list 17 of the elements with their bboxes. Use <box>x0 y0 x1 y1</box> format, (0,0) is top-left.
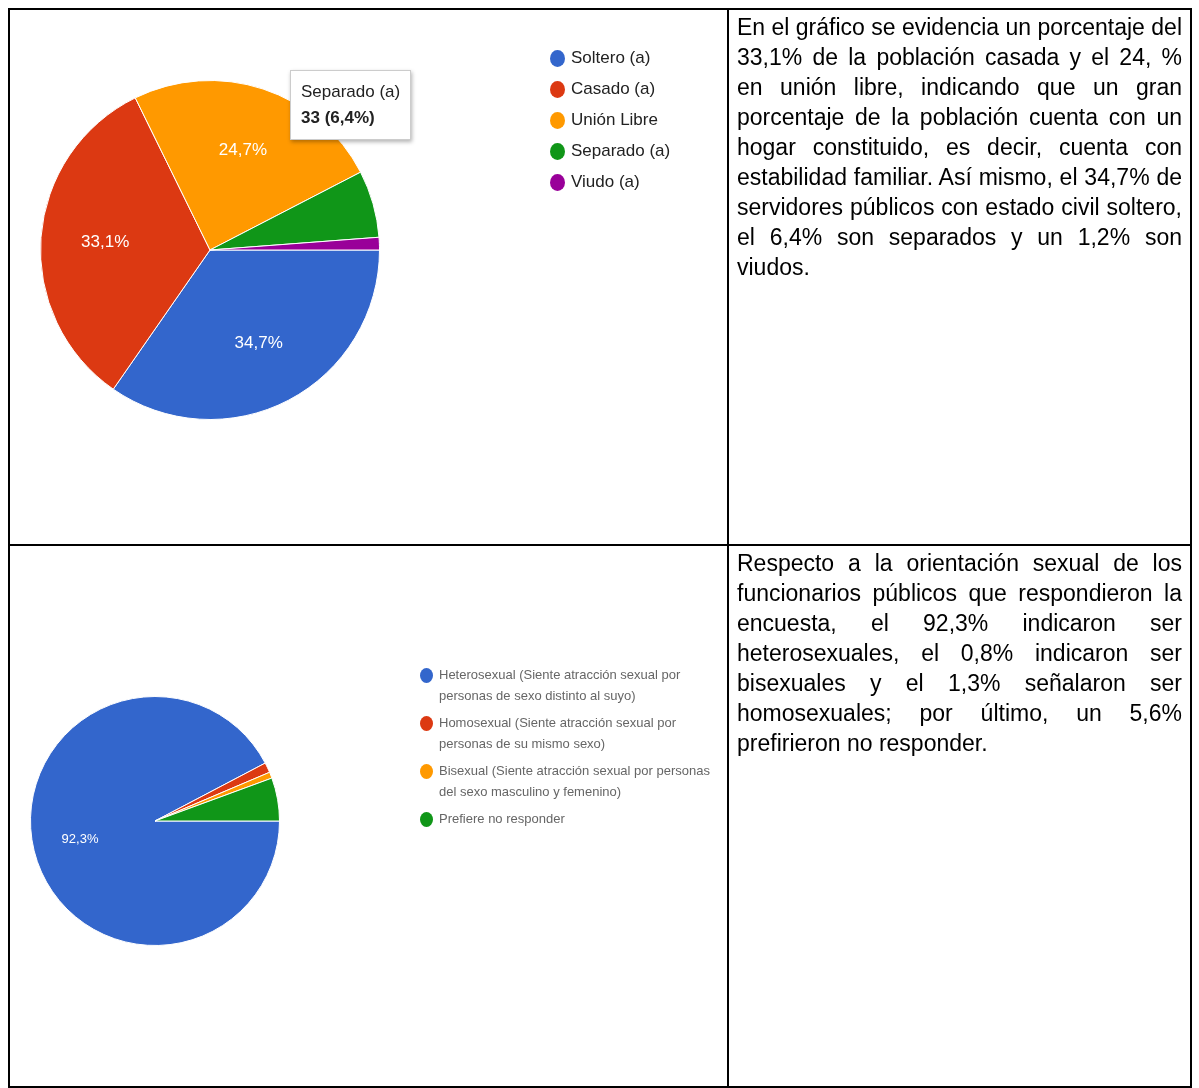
data-label: 24,7% <box>218 139 268 159</box>
legend-label: Homosexual (Siente atracción sexual por personas de su mismo sexo) <box>439 714 677 753</box>
legend-label: Bisexual (Siente atracción sexual por personas del sexo masculino y femenino) <box>439 762 710 801</box>
data-label: 34,7% <box>234 332 283 352</box>
text: 33 (6,4%) <box>301 107 376 129</box>
text: En el gráfico se evidencia un porcentaje del 33,1% de la población casada y el 24, % en unión libre, indicando que un gran porcentaje de la población cuenta con un hogar constituido, es decir, cuenta con estabilidad familiar. Así mismo, el 34,7% de servidores públicos con estado civil soltero, el 6,4% son separados y un 1,2% son viudos. <box>737 14 1182 280</box>
legend-label: Unión Libre <box>571 109 658 131</box>
legend-label: Heterosexual (Siente atracción sexual por personas de sexo distinto al suyo) <box>439 666 682 705</box>
legend-label: Casado (a) <box>571 78 656 100</box>
text: Respecto a la orientación sexual de los funcionarios públicos que respondieron la encuesta, el 92,3% indicaron ser heterosexuales, el 0,8% indicaron ser bisexuales y el 1,3% señalaron ser homosexuales; por último, un 5,6% prefirieron no responder. <box>736 549 1183 758</box>
data-label: 92,3% <box>61 831 99 847</box>
data-label: 33,1% <box>81 231 130 251</box>
legend-label: Prefiere no responder <box>439 810 565 828</box>
text: Separado (a) <box>301 81 401 103</box>
legend-label: Separado (a) <box>571 140 671 162</box>
legend-label: Soltero (a) <box>571 47 651 69</box>
legend-label: Viudo (a) <box>571 171 640 193</box>
